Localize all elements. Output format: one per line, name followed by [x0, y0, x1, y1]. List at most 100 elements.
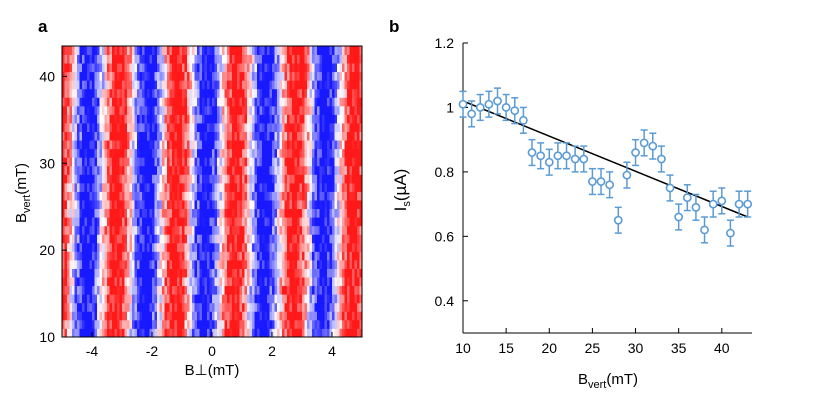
heatmap-cell — [79, 105, 83, 115]
heatmap-cell — [359, 88, 363, 98]
heatmap-cell — [157, 80, 160, 90]
heatmap-cell — [274, 217, 278, 227]
heatmap-cell — [174, 268, 178, 278]
heatmap-cell — [222, 148, 225, 158]
heatmap-cell — [119, 46, 123, 55]
heatmap-cell — [104, 302, 108, 312]
heatmap-cell — [74, 174, 78, 184]
heatmap-cell — [232, 182, 235, 192]
heatmap-cell — [94, 225, 98, 235]
heatmap-cell — [337, 131, 340, 141]
heatmap-cell — [234, 234, 238, 244]
heatmap-cell — [122, 302, 125, 312]
heatmap-cell — [84, 71, 88, 81]
heatmap-cell — [189, 294, 193, 304]
heatmap-cell — [289, 71, 293, 81]
heatmap-cell — [229, 311, 233, 321]
heatmap-cell — [327, 225, 330, 235]
point-marker — [682, 193, 692, 203]
heatmap-cell — [347, 277, 350, 287]
heatmap-cell — [287, 302, 290, 312]
heatmap-cell — [309, 268, 313, 278]
heatmap-cell — [172, 208, 175, 218]
heatmap-cell — [179, 165, 183, 175]
heatmap-cell — [149, 294, 153, 304]
heatmap-cell — [97, 63, 100, 73]
heatmap-cell — [282, 319, 285, 329]
heatmap-cell — [122, 165, 125, 175]
heatmap-cell — [134, 63, 138, 73]
heatmap-cell — [267, 157, 270, 167]
heatmap-cell — [244, 328, 248, 338]
heatmap-cell — [169, 157, 173, 167]
heatmap-cell — [72, 80, 75, 90]
heatmap-cell — [232, 88, 235, 98]
heatmap-cell — [234, 208, 238, 218]
heatmap-cell — [292, 251, 295, 261]
heatmap-cell — [92, 259, 95, 269]
heatmap-cell — [187, 97, 190, 107]
heatmap-cell — [202, 97, 205, 107]
heatmap-cell — [174, 157, 178, 167]
heatmap-cell — [349, 302, 353, 312]
heatmap-cell — [314, 225, 318, 235]
heatmap-cell — [199, 165, 203, 175]
heatmap-cell — [237, 200, 240, 210]
heatmap-cell — [177, 105, 180, 115]
heatmap-cell — [194, 140, 198, 150]
heatmap-cell — [184, 131, 188, 141]
heatmap-cell — [192, 191, 195, 201]
heatmap-cell — [292, 165, 295, 175]
heatmap-cell — [97, 277, 100, 287]
heatmap-cell — [207, 71, 210, 81]
heatmap-cell — [337, 225, 340, 235]
heatmap-cell — [157, 105, 160, 115]
heatmap-cell — [304, 200, 308, 210]
heatmap-cell — [307, 242, 310, 252]
heatmap-cell — [124, 225, 128, 235]
heatmap-cell — [154, 63, 158, 73]
heatmap-cell — [344, 105, 348, 115]
heatmap-cell — [284, 268, 288, 278]
heatmap-cell — [332, 259, 335, 269]
heatmap-cell — [234, 302, 238, 312]
heatmap-cell — [72, 311, 75, 321]
heatmap-cell — [354, 242, 358, 252]
heatmap-cell — [82, 46, 85, 55]
heatmap-cell — [269, 225, 273, 235]
fit-line-group — [462, 100, 748, 218]
heatmap-cell — [69, 157, 73, 167]
heatmap-cell — [104, 114, 108, 124]
heatmap-cell — [214, 242, 218, 252]
heatmap-cell — [94, 174, 98, 184]
heatmap-cell — [107, 157, 110, 167]
heatmap-cell — [202, 328, 205, 338]
heatmap-cell — [122, 123, 125, 132]
data-point — [639, 129, 649, 157]
heatmap-cell — [289, 242, 293, 252]
heatmap-cell — [307, 123, 310, 132]
heatmap-cell — [139, 285, 143, 295]
heatmap-cell — [137, 54, 140, 64]
heatmap-cell — [344, 131, 348, 141]
heatmap-cell — [139, 208, 143, 218]
heatmap-cell — [64, 54, 68, 64]
heatmap-cell — [277, 123, 280, 132]
heatmap-cell — [74, 208, 78, 218]
heatmap-cell — [102, 285, 105, 295]
heatmap-cell — [289, 259, 293, 269]
heatmap-cell — [107, 268, 110, 278]
heatmap-cell — [274, 114, 278, 124]
heatmap-cell — [194, 328, 198, 338]
heatmap-cell — [117, 242, 120, 252]
heatmap-cell — [179, 80, 183, 90]
heatmap-cell — [107, 54, 110, 64]
heatmap-cell — [204, 285, 208, 295]
heatmap-cell — [274, 105, 278, 115]
heatmap-cell — [207, 302, 210, 312]
heatmap-cell — [217, 157, 220, 167]
heatmap-cell — [189, 251, 193, 261]
heatmap-cell — [239, 242, 243, 252]
heatmap-cell — [302, 319, 305, 329]
heatmap-cell — [72, 225, 75, 235]
